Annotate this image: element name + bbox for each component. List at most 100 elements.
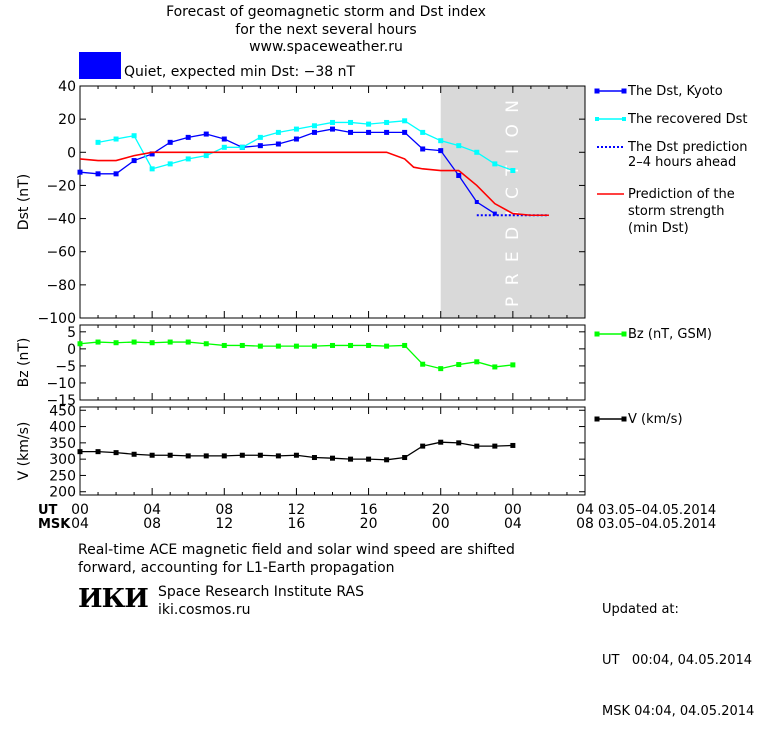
data-point-dst	[420, 129, 426, 135]
y-tick-label-dst: 0	[67, 145, 76, 161]
legend-storm-line3: (min Dst)	[628, 221, 689, 236]
data-point-bz	[474, 359, 480, 365]
data-point-dst	[293, 126, 299, 132]
data-point-dst	[275, 141, 281, 147]
data-point-dst	[185, 156, 191, 162]
data-point-v	[293, 452, 299, 458]
institute-site[interactable]: iki.cosmos.ru	[158, 602, 251, 618]
data-point-dst	[257, 143, 263, 149]
legend-v: V (km/s)	[628, 412, 683, 427]
y-tick-label-v: 350	[49, 436, 76, 452]
x-tick-label-ut: 12	[288, 502, 306, 518]
legend-marker	[621, 416, 627, 422]
data-point-bz	[149, 340, 155, 346]
x-tick-label-msk: 16	[288, 516, 306, 532]
data-point-bz	[113, 340, 119, 346]
status-text: Quiet, expected min Dst: −38 nT	[124, 64, 356, 80]
data-point-bz	[293, 343, 299, 349]
data-point-dst	[456, 173, 461, 178]
y-tick-label-v: 450	[49, 403, 76, 419]
y-tick-label-bz: −15	[46, 393, 76, 409]
data-point-v	[221, 453, 227, 459]
data-point-dst	[348, 119, 354, 125]
y-tick-label-dst: 20	[58, 112, 76, 128]
updated-msk: MSK 04:04, 04.05.2014	[602, 704, 755, 719]
x-tick-label-msk: 04	[504, 516, 522, 532]
data-point-dst	[330, 119, 335, 125]
status-color-box	[79, 52, 121, 79]
data-point-v	[330, 455, 335, 461]
data-point-v	[384, 457, 390, 463]
data-point-dst	[203, 131, 209, 137]
series-line-dst-4	[79, 151, 549, 217]
data-point-bz	[275, 343, 281, 349]
footer-note-line2: forward, accounting for L1-Earth propaga…	[78, 560, 395, 576]
data-point-dst	[257, 134, 263, 140]
data-point-dst	[330, 126, 335, 132]
legend-marker	[594, 88, 600, 94]
x-tick-label-ut: 04	[143, 502, 161, 518]
data-point-v	[149, 452, 155, 458]
y-axis-title-dst: Dst (nT)	[16, 174, 32, 230]
institute-block: Space Research Institute RAS iki.cosmos.…	[158, 583, 364, 619]
legend-prediction-line1: The Dst prediction	[628, 140, 748, 155]
msk-label: MSK	[38, 517, 71, 532]
data-point-v	[275, 453, 281, 459]
data-point-dst	[348, 129, 354, 135]
data-point-dst	[95, 171, 101, 177]
y-tick-label-v: 250	[49, 468, 76, 484]
data-point-dst	[420, 146, 426, 152]
data-point-bz	[348, 342, 354, 348]
data-point-dst	[149, 166, 155, 172]
data-point-dst	[293, 136, 299, 142]
data-point-bz	[438, 366, 444, 372]
data-point-dst	[167, 139, 173, 145]
series-line-dst-2	[97, 120, 514, 172]
data-point-v	[456, 440, 462, 446]
data-point-dst	[113, 171, 119, 177]
data-point-dst	[203, 153, 209, 159]
legend-bz: Bz (nT, GSM)	[628, 327, 713, 342]
x-tick-label-msk: 04	[71, 516, 89, 532]
data-point-dst	[149, 151, 155, 157]
data-point-bz	[456, 362, 462, 368]
data-point-dst	[438, 148, 444, 154]
y-tick-label-bz: 0	[67, 342, 76, 358]
y-tick-label-dst: −40	[46, 212, 76, 228]
data-point-dst	[456, 143, 462, 149]
updated-block: Updated at: UT 00:04, 04.05.2014 MSK 04:…	[602, 567, 754, 737]
data-point-bz	[221, 342, 227, 348]
legend-marker	[621, 88, 627, 94]
y-tick-label-v: 300	[49, 452, 76, 468]
legend-marker	[594, 331, 600, 337]
data-point-v	[203, 453, 209, 459]
data-point-dst	[474, 200, 479, 204]
data-point-bz	[402, 342, 408, 348]
data-point-dst	[311, 129, 317, 135]
series-line-dst-0	[79, 128, 460, 176]
updated-label: Updated at:	[602, 602, 679, 617]
footer-note-line1: Real-time ACE magnetic field and solar w…	[78, 542, 515, 558]
data-point-dst	[474, 149, 480, 155]
data-point-bz	[510, 362, 516, 368]
data-point-v	[113, 450, 119, 456]
legend-dst-kyoto: The Dst, Kyoto	[628, 84, 723, 99]
footer-note: Real-time ACE magnetic field and solar w…	[78, 541, 515, 577]
data-point-bz	[77, 341, 83, 347]
x-tick-label-ut: 20	[432, 502, 450, 518]
data-point-dst	[131, 133, 137, 139]
y-tick-label-dst: 40	[58, 79, 76, 95]
dst-chart: P R E D I C T I O N40200−20−40−60−80−100…	[16, 79, 627, 532]
chart-title-line1: Forecast of geomagnetic storm and Dst in…	[166, 4, 486, 20]
data-point-bz	[167, 339, 173, 345]
data-point-v	[510, 442, 516, 448]
ut-date-range: 03.05–04.05.2014	[598, 503, 717, 518]
y-tick-label-v: 400	[49, 420, 76, 436]
data-point-dst	[384, 129, 390, 135]
data-point-v	[257, 452, 263, 458]
x-tick-label-msk: 08	[143, 516, 161, 532]
x-tick-label-ut: 04	[576, 502, 594, 518]
data-point-bz	[185, 339, 191, 345]
data-point-dst	[366, 129, 372, 135]
data-point-v	[311, 455, 317, 461]
